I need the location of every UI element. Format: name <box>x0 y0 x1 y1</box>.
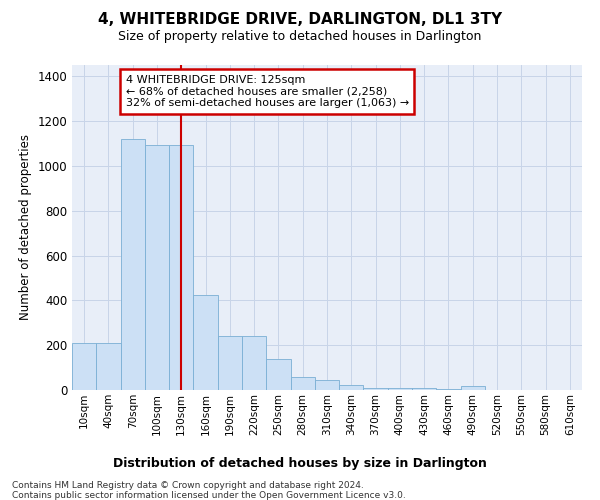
Bar <box>412 388 436 390</box>
Bar <box>315 380 339 390</box>
Bar <box>193 294 218 390</box>
Bar <box>96 343 121 390</box>
Bar <box>121 139 145 390</box>
Bar <box>290 376 315 390</box>
Text: Contains public sector information licensed under the Open Government Licence v3: Contains public sector information licen… <box>12 491 406 500</box>
Bar <box>145 144 169 390</box>
Text: Contains HM Land Registry data © Crown copyright and database right 2024.: Contains HM Land Registry data © Crown c… <box>12 481 364 490</box>
Bar <box>169 144 193 390</box>
Text: 4, WHITEBRIDGE DRIVE, DARLINGTON, DL1 3TY: 4, WHITEBRIDGE DRIVE, DARLINGTON, DL1 3T… <box>98 12 502 28</box>
Y-axis label: Number of detached properties: Number of detached properties <box>19 134 32 320</box>
Bar <box>266 358 290 390</box>
Bar <box>436 389 461 390</box>
Bar <box>218 336 242 390</box>
Text: 4 WHITEBRIDGE DRIVE: 125sqm
← 68% of detached houses are smaller (2,258)
32% of : 4 WHITEBRIDGE DRIVE: 125sqm ← 68% of det… <box>125 74 409 108</box>
Text: Distribution of detached houses by size in Darlington: Distribution of detached houses by size … <box>113 458 487 470</box>
Text: Size of property relative to detached houses in Darlington: Size of property relative to detached ho… <box>118 30 482 43</box>
Bar <box>388 388 412 390</box>
Bar <box>461 386 485 390</box>
Bar <box>72 343 96 390</box>
Bar <box>339 385 364 390</box>
Bar <box>242 336 266 390</box>
Bar <box>364 388 388 390</box>
